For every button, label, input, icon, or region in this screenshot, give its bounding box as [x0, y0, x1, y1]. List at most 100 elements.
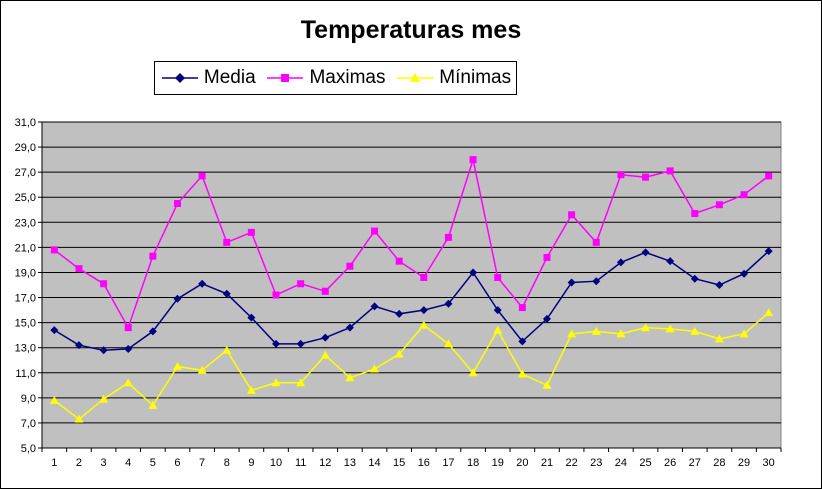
data-point: [715, 201, 723, 209]
data-point: [247, 313, 256, 322]
data-point: [666, 257, 675, 266]
data-point: [740, 191, 748, 199]
data-point: [198, 172, 206, 180]
data-point: [419, 320, 429, 329]
data-point: [173, 294, 182, 303]
data-point: [568, 211, 576, 219]
data-point: [518, 337, 527, 346]
x-tick-label: 9: [248, 457, 254, 469]
y-tick-label: 13,0: [15, 343, 36, 355]
data-point: [99, 394, 109, 403]
data-point: [764, 247, 773, 256]
data-point: [641, 248, 650, 257]
x-tick-label: 27: [689, 457, 701, 469]
x-tick-label: 16: [418, 457, 430, 469]
data-point: [346, 262, 354, 270]
data-point: [148, 400, 158, 409]
data-point: [617, 171, 625, 179]
data-point: [99, 346, 108, 355]
data-point: [395, 257, 403, 265]
data-point: [74, 341, 83, 350]
data-point: [50, 326, 59, 335]
legend-item-media: Media: [160, 67, 256, 89]
y-tick-label: 15,0: [15, 318, 36, 330]
y-tick-label: 31,0: [15, 117, 36, 129]
y-tick-label: 7,0: [21, 418, 36, 430]
data-point: [765, 172, 773, 180]
data-point: [592, 277, 601, 286]
data-point: [124, 344, 133, 353]
data-point: [567, 278, 576, 287]
data-point: [469, 156, 477, 164]
data-point: [642, 173, 650, 181]
data-point: [320, 350, 330, 359]
data-point: [443, 339, 453, 348]
data-point: [444, 299, 453, 308]
data-point: [124, 324, 132, 332]
y-tick-label: 5,0: [21, 443, 36, 455]
data-point: [616, 329, 626, 338]
data-point: [296, 339, 305, 348]
data-point: [592, 238, 600, 246]
x-tick-label: 1: [51, 457, 57, 469]
data-point: [272, 291, 280, 299]
data-point: [50, 246, 58, 254]
data-point: [370, 302, 379, 311]
series-line-1: [53, 156, 770, 330]
x-tick-label: 19: [492, 457, 504, 469]
x-tick-label: 8: [224, 457, 230, 469]
data-point: [74, 414, 84, 423]
x-tick-label: 3: [101, 457, 107, 469]
x-tick-label: 4: [125, 457, 131, 469]
data-point: [591, 326, 601, 335]
data-point: [271, 378, 281, 387]
chart-title: Temperaturas mes: [300, 16, 522, 44]
data-point: [665, 324, 675, 333]
x-tick-label: 29: [738, 457, 750, 469]
data-point: [469, 268, 478, 277]
data-point: [493, 325, 503, 334]
data-point: [49, 395, 59, 404]
legend-label-minimas: Mínimas: [439, 67, 512, 88]
data-point: [444, 233, 452, 241]
data-point: [567, 329, 577, 338]
data-point: [518, 304, 526, 312]
x-tick-label: 24: [615, 457, 627, 469]
data-point: [691, 210, 699, 218]
x-tick-label: 13: [344, 457, 356, 469]
data-point: [123, 378, 133, 387]
data-point: [296, 378, 306, 387]
y-tick-label: 23,0: [15, 217, 36, 229]
y-tick-label: 29,0: [15, 142, 36, 154]
y-tick-label: 25,0: [15, 192, 36, 204]
data-point: [321, 287, 329, 295]
legend-swatch-minimas: [397, 73, 434, 82]
x-tick-label: 15: [393, 457, 405, 469]
y-tick-label: 19,0: [15, 267, 36, 279]
x-tick-label: 11: [295, 457, 306, 469]
data-point: [100, 280, 108, 288]
legend-swatch-maximas: [267, 74, 304, 82]
data-point: [468, 368, 478, 377]
data-point: [370, 364, 380, 373]
x-tick-label: 20: [516, 457, 528, 469]
x-tick-label: 28: [713, 457, 725, 469]
data-point: [197, 365, 207, 374]
x-tick-label: 26: [664, 457, 676, 469]
data-point: [222, 345, 232, 354]
data-point: [714, 334, 724, 343]
series-line-0: [53, 250, 770, 351]
x-tick-label: 6: [174, 457, 180, 469]
data-point: [666, 167, 674, 175]
data-point: [542, 380, 552, 389]
legend-item-minimas: Mínimas: [395, 67, 511, 89]
data-point: [395, 309, 404, 318]
y-tick-label: 21,0: [15, 242, 36, 254]
legend: Media Maximas Mínimas: [154, 61, 517, 95]
data-point: [198, 279, 207, 288]
plot-area: [41, 121, 782, 449]
data-point: [246, 385, 256, 394]
data-point: [148, 327, 157, 336]
data-point: [715, 281, 724, 289]
